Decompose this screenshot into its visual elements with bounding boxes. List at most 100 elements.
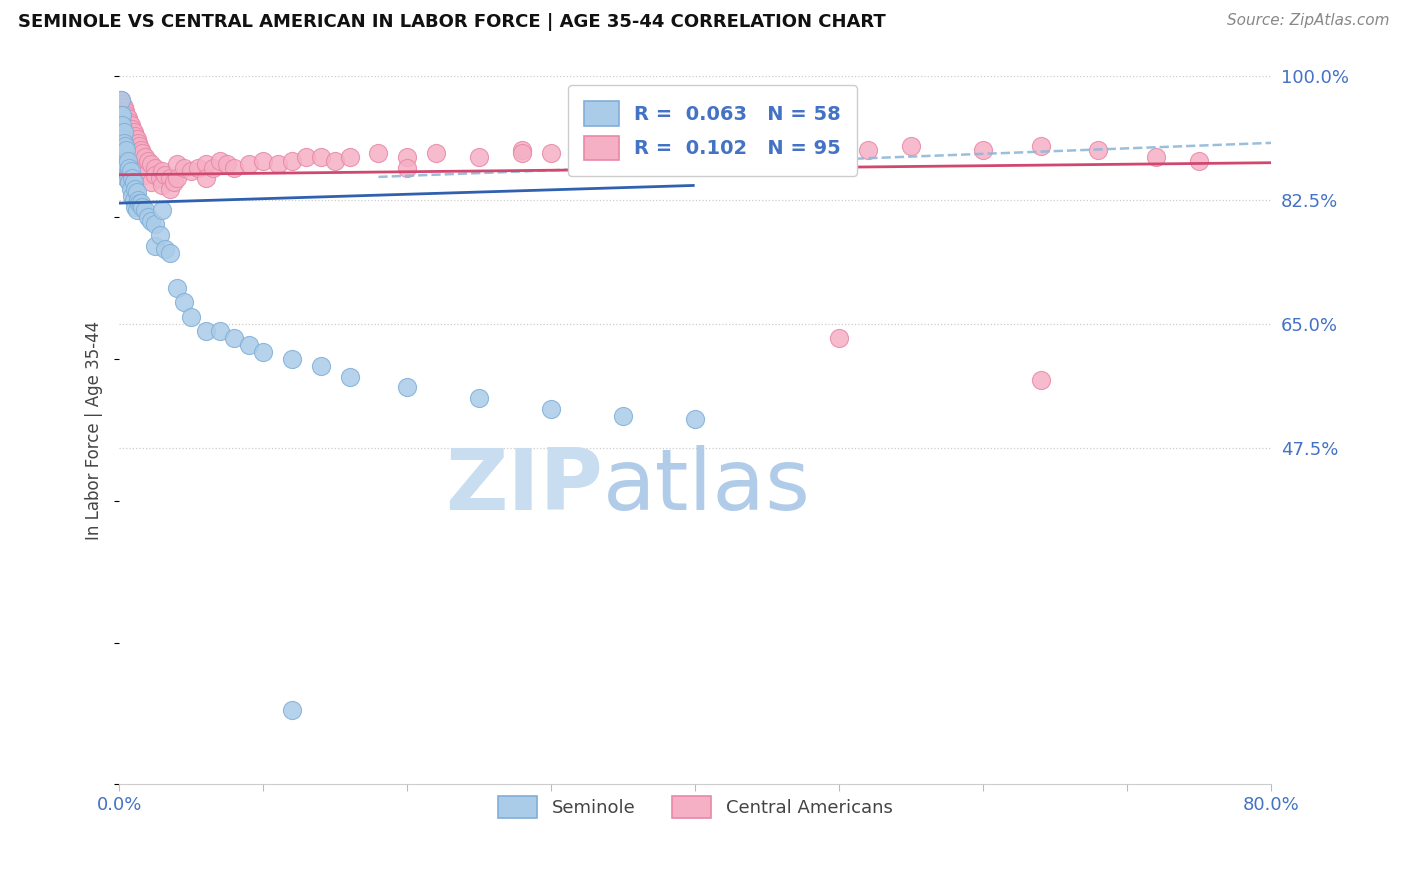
Point — [152, 164, 174, 178]
Point — [111, 96, 134, 111]
Point — [1087, 143, 1109, 157]
Point — [131, 200, 153, 214]
Point — [112, 136, 135, 150]
Point — [309, 150, 332, 164]
Point — [194, 171, 217, 186]
Point — [121, 121, 143, 136]
Point — [180, 164, 202, 178]
Point — [112, 111, 135, 125]
Point — [201, 161, 224, 175]
Point — [1029, 373, 1052, 387]
Point — [143, 238, 166, 252]
Point — [117, 139, 139, 153]
Point — [367, 146, 389, 161]
Point — [125, 203, 148, 218]
Point — [129, 196, 152, 211]
Point — [425, 146, 447, 161]
Point — [124, 200, 146, 214]
Point — [110, 111, 132, 125]
Point — [134, 168, 156, 182]
Point — [121, 136, 143, 150]
Point — [111, 132, 134, 146]
Point — [125, 186, 148, 200]
Point — [295, 150, 318, 164]
Point — [120, 146, 142, 161]
Point — [339, 369, 361, 384]
Point — [468, 391, 491, 405]
Point — [972, 143, 994, 157]
Point — [114, 132, 136, 146]
Point — [339, 150, 361, 164]
Point — [856, 143, 879, 157]
Point — [114, 114, 136, 128]
Point — [124, 146, 146, 161]
Text: ZIP: ZIP — [446, 445, 603, 528]
Point — [127, 193, 149, 207]
Point — [134, 150, 156, 164]
Point — [396, 161, 419, 175]
Point — [1029, 139, 1052, 153]
Point — [612, 409, 634, 423]
Point — [281, 153, 304, 168]
Point — [166, 157, 188, 171]
Point — [512, 146, 534, 161]
Point — [159, 182, 181, 196]
Point — [159, 245, 181, 260]
Point — [266, 157, 288, 171]
Point — [396, 150, 419, 164]
Point — [114, 139, 136, 153]
Point — [111, 107, 134, 121]
Point — [121, 189, 143, 203]
Point — [112, 150, 135, 164]
Point — [143, 161, 166, 175]
Point — [540, 401, 562, 416]
Point — [194, 324, 217, 338]
Point — [828, 146, 851, 161]
Point — [112, 100, 135, 114]
Point — [129, 161, 152, 175]
Point — [125, 132, 148, 146]
Point — [118, 175, 141, 189]
Point — [155, 242, 177, 256]
Point — [122, 175, 145, 189]
Point — [152, 203, 174, 218]
Point — [111, 118, 134, 132]
Point — [115, 136, 138, 150]
Point — [110, 93, 132, 107]
Point — [111, 118, 134, 132]
Point — [134, 203, 156, 218]
Point — [238, 157, 260, 171]
Point — [121, 171, 143, 186]
Point — [117, 111, 139, 125]
Point — [111, 107, 134, 121]
Point — [117, 153, 139, 168]
Point — [143, 168, 166, 182]
Point — [136, 153, 159, 168]
Point — [112, 125, 135, 139]
Point — [149, 171, 172, 186]
Point — [166, 171, 188, 186]
Point — [124, 128, 146, 143]
Point — [655, 143, 678, 157]
Point — [187, 161, 209, 175]
Point — [125, 150, 148, 164]
Point — [115, 171, 138, 186]
Point — [118, 114, 141, 128]
Point — [612, 153, 634, 168]
Point — [129, 143, 152, 157]
Point — [122, 143, 145, 157]
Point — [117, 125, 139, 139]
Text: Source: ZipAtlas.com: Source: ZipAtlas.com — [1226, 13, 1389, 29]
Point — [209, 324, 232, 338]
Point — [756, 143, 779, 157]
Point — [252, 345, 274, 359]
Point — [1188, 153, 1211, 168]
Point — [122, 125, 145, 139]
Point — [155, 168, 177, 182]
Point — [713, 143, 735, 157]
Point — [110, 100, 132, 114]
Point — [115, 107, 138, 121]
Point — [569, 143, 592, 157]
Point — [799, 139, 821, 153]
Point — [238, 338, 260, 352]
